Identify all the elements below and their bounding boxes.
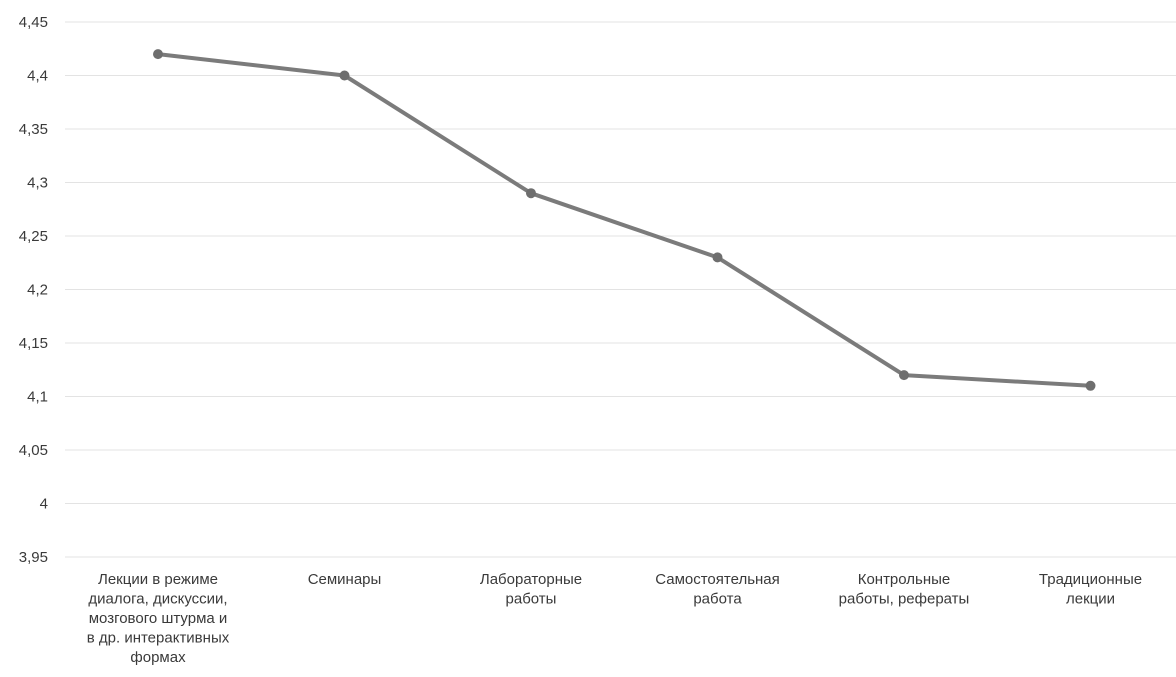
y-tick-label: 4,1 — [27, 389, 48, 406]
x-tick-label-line: работы, рефераты — [839, 591, 970, 608]
y-tick-label: 4,45 — [19, 14, 48, 31]
x-axis-tick-labels: Лекции в режиме диалога, дискуссии, мозгов… — [87, 571, 1142, 666]
y-tick-label: 4,35 — [19, 121, 48, 138]
x-tick-label: Лекции в режиме диалога, дискуссии, мозгов… — [87, 571, 230, 666]
x-tick-label-line: работы — [506, 591, 557, 608]
data-point — [153, 49, 163, 60]
x-tick-label: Самостоятельная работа — [655, 571, 780, 608]
y-tick-label: 4,4 — [27, 68, 48, 85]
y-tick-label: 3,95 — [19, 549, 48, 566]
x-tick-label: Лабораторные работы — [480, 571, 582, 608]
x-tick-label-line: формах — [130, 649, 186, 666]
gridlines — [65, 21, 1176, 558]
y-tick-label: 4,3 — [27, 175, 48, 192]
data-point — [1085, 380, 1096, 391]
data-point — [526, 188, 536, 199]
x-tick-label: Контрольные работы, рефераты — [839, 571, 970, 608]
x-tick-label-line: мозгового штурма и — [89, 610, 228, 627]
data-point — [339, 70, 350, 81]
series-line — [157, 52, 1091, 388]
x-tick-label: Традиционные лекции — [1039, 571, 1142, 608]
y-tick-label: 4,15 — [19, 335, 48, 352]
data-point — [712, 252, 723, 263]
x-tick-label-line: Самостоятельная — [655, 571, 780, 588]
x-tick-label-line: Контрольные — [858, 571, 951, 588]
y-tick-label: 4,05 — [19, 442, 48, 459]
y-tick-label: 4,2 — [27, 282, 48, 299]
y-tick-label: 4 — [40, 496, 48, 513]
x-tick-label-line: диалога, дискуссии, — [88, 591, 227, 608]
x-tick-label-line: лекции — [1066, 591, 1115, 608]
series-layer — [153, 49, 1096, 391]
x-tick-label-line: Традиционные — [1039, 571, 1142, 588]
x-tick-label-line: Семинары — [308, 571, 382, 588]
y-axis-tick-labels: 4,45 4,4 4,35 4,3 4,25 4,2 4,15 4,1 4,05 4 3,95 — [19, 14, 48, 566]
x-tick-label: Семинары — [308, 571, 382, 588]
x-tick-label-line: Лабораторные — [480, 571, 582, 588]
y-tick-label: 4,25 — [19, 228, 48, 245]
x-tick-label-line: Лекции в режиме — [98, 571, 218, 588]
data-point — [899, 370, 909, 381]
x-tick-label-line: работа — [693, 591, 742, 608]
x-tick-label-line: в др. интерактивных — [87, 630, 230, 647]
